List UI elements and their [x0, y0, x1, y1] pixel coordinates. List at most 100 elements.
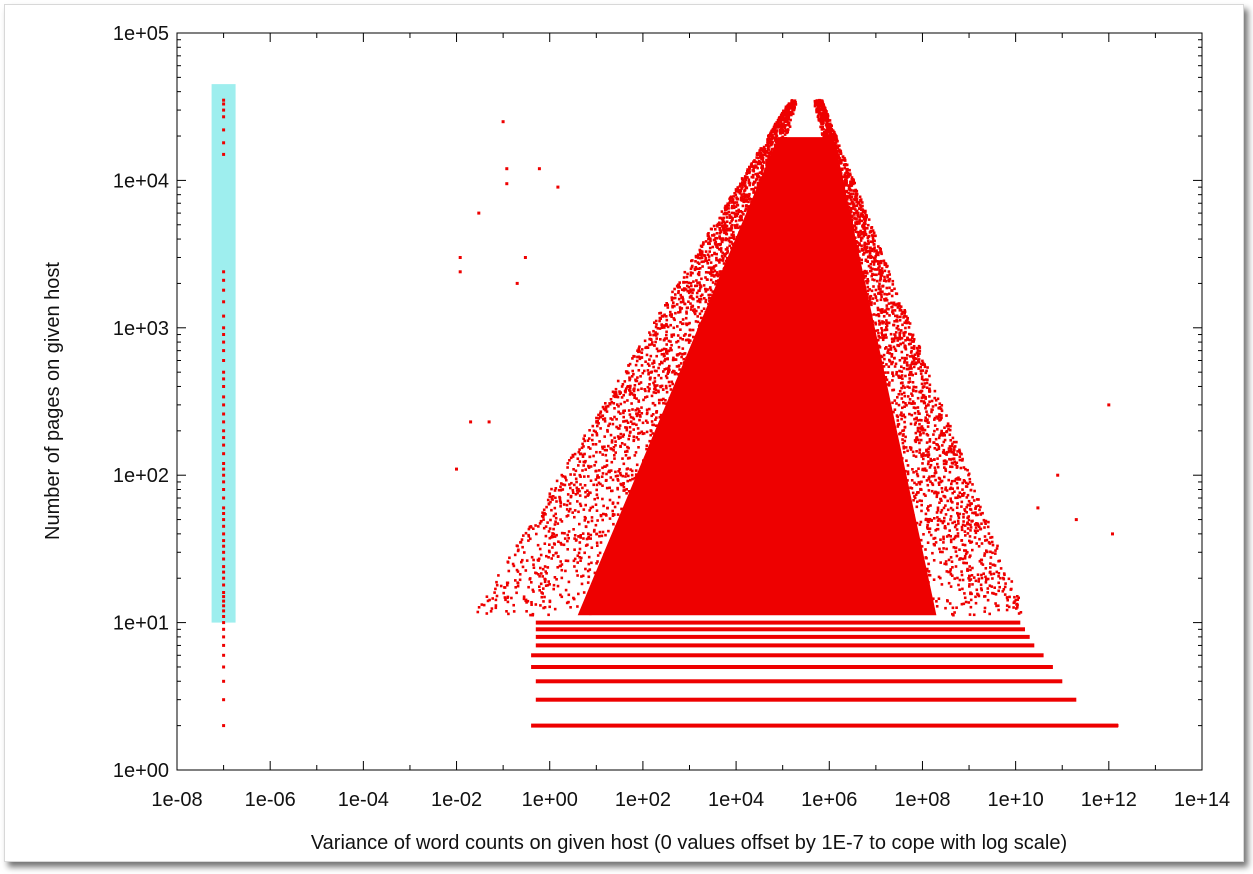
data-point	[728, 227, 732, 230]
data-point	[555, 578, 558, 581]
data-point	[681, 347, 685, 350]
data-point	[860, 232, 863, 236]
data-point	[885, 304, 889, 307]
data-point	[761, 167, 765, 170]
data-point	[675, 340, 678, 344]
data-point	[697, 420, 701, 423]
data-point	[754, 232, 758, 236]
data-point	[729, 278, 732, 281]
data-point	[977, 504, 980, 507]
data-point	[891, 447, 894, 451]
data-point	[910, 479, 914, 482]
data-point	[700, 332, 703, 336]
data-point	[626, 421, 630, 424]
data-point	[677, 290, 680, 293]
data-point	[688, 393, 691, 396]
data-point	[937, 476, 941, 480]
data-point	[835, 181, 838, 184]
data-point	[844, 227, 848, 230]
data-point	[583, 452, 586, 456]
data-point	[506, 583, 509, 587]
data-point	[885, 307, 889, 310]
data-point	[537, 525, 540, 528]
data-point	[653, 369, 657, 373]
data-point	[584, 525, 588, 529]
data-point	[989, 536, 992, 539]
data-point	[598, 551, 602, 555]
data-point	[827, 119, 830, 122]
data-point	[722, 274, 726, 278]
data-point	[869, 262, 873, 266]
data-point	[603, 587, 606, 590]
data-point	[947, 534, 951, 537]
data-point	[849, 184, 853, 188]
data-point	[691, 305, 695, 308]
data-point	[666, 306, 670, 309]
data-point	[866, 227, 869, 230]
data-point	[619, 444, 622, 448]
data-point	[857, 235, 860, 239]
data-point	[688, 439, 691, 442]
data-point	[582, 537, 585, 540]
data-point	[634, 550, 638, 554]
data-point	[885, 363, 888, 366]
data-point	[752, 180, 756, 184]
data-point	[948, 470, 952, 474]
data-point	[647, 389, 651, 393]
data-point	[934, 437, 938, 441]
data-point	[661, 361, 664, 365]
data-point	[716, 246, 719, 249]
data-point	[896, 339, 899, 342]
data-point	[652, 365, 655, 369]
data-point	[650, 527, 653, 530]
data-point	[832, 167, 835, 171]
data-point	[787, 124, 791, 127]
data-point	[722, 256, 725, 260]
data-point	[645, 395, 649, 398]
data-point	[825, 125, 829, 129]
data-point	[955, 528, 959, 531]
data-point	[958, 512, 962, 516]
zero-variance-point	[222, 609, 226, 613]
data-point	[933, 418, 936, 421]
data-point	[649, 333, 652, 337]
data-point	[887, 321, 891, 325]
data-point	[939, 511, 943, 514]
data-point	[704, 271, 708, 274]
data-point	[742, 198, 746, 201]
data-point	[848, 217, 852, 220]
data-point	[657, 398, 661, 402]
data-point	[969, 598, 973, 602]
data-point	[849, 180, 853, 184]
data-point	[733, 192, 736, 195]
data-point	[548, 495, 552, 498]
data-point	[867, 308, 871, 311]
data-point	[688, 387, 692, 390]
data-point	[716, 225, 719, 228]
data-point	[601, 518, 604, 522]
data-point	[553, 523, 557, 526]
data-point	[572, 596, 575, 600]
data-point	[914, 440, 918, 444]
data-point	[736, 243, 739, 247]
data-point	[576, 500, 579, 503]
data-point	[1003, 585, 1007, 589]
data-point	[880, 327, 883, 330]
data-point	[817, 101, 820, 105]
data-point	[922, 431, 925, 435]
data-point	[730, 240, 733, 244]
data-point	[898, 309, 902, 312]
data-point	[892, 303, 895, 306]
data-point	[792, 105, 796, 108]
data-point	[771, 136, 774, 139]
data-point	[616, 379, 620, 383]
data-point	[494, 606, 498, 610]
data-point	[863, 233, 866, 236]
data-point	[949, 538, 953, 542]
data-point	[637, 382, 641, 386]
data-point	[913, 353, 917, 356]
data-point	[876, 306, 880, 310]
data-point	[747, 239, 751, 243]
data-point	[625, 428, 629, 432]
data-point	[709, 266, 713, 269]
